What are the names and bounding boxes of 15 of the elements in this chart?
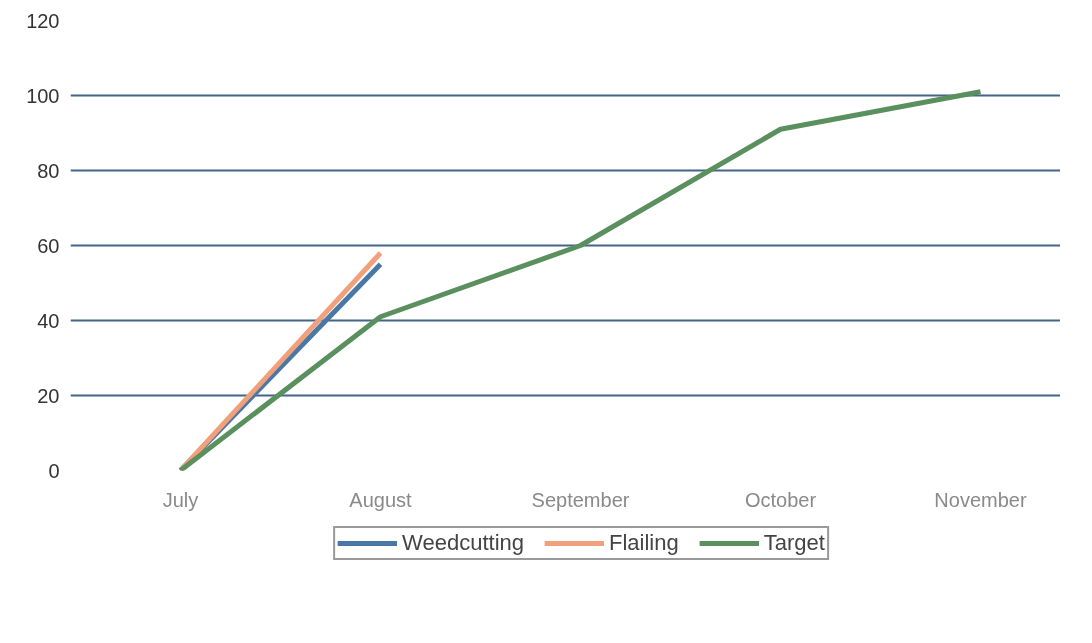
y-tick-label: 40 — [37, 309, 60, 332]
y-tick-label: 20 — [37, 384, 60, 407]
x-tick-label: October — [744, 488, 817, 511]
x-tick-label: August — [349, 488, 413, 511]
legend-label: Weedcutting — [402, 530, 525, 556]
x-tick-label: September — [531, 488, 630, 511]
legend-label: Flailing — [609, 530, 679, 556]
y-tick-label: 60 — [37, 234, 60, 257]
x-tick-label: November — [934, 488, 1027, 511]
y-tick-label: 0 — [48, 459, 60, 482]
y-tick-label: 120 — [26, 9, 60, 32]
legend-label: Target — [763, 530, 825, 556]
y-tick-label: 100 — [26, 84, 60, 107]
x-tick-label: July — [162, 488, 199, 511]
y-tick-label: 80 — [37, 159, 60, 182]
